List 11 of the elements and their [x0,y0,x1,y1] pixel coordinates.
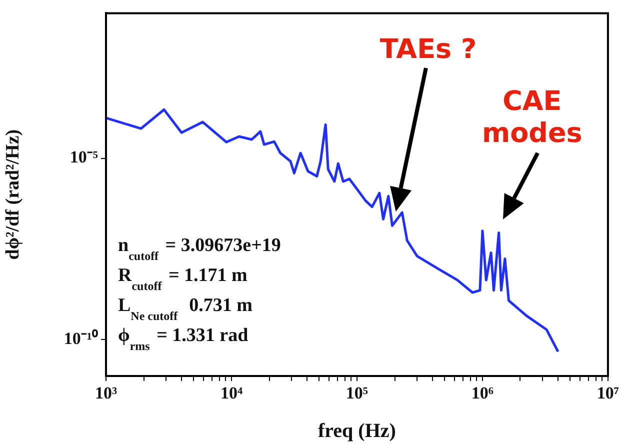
y-axis-title: dϕ²/df (rad²/Hz) [2,129,24,260]
x-tick-label: 10⁵ [346,384,368,403]
y-tick-label: 10⁻¹⁰ [64,329,98,348]
annotation: TAEs ? [380,34,477,65]
y-tick-label: 10⁻⁵ [70,148,98,167]
x-tick-label: 10³ [94,384,118,403]
x-axis-title: freq (Hz) [318,420,396,442]
x-tick-label: 10⁶ [471,384,494,403]
annotation: CAE modes [482,86,582,149]
x-tick-label: 10⁴ [220,384,243,403]
x-tick-label: 10⁷ [596,384,620,403]
